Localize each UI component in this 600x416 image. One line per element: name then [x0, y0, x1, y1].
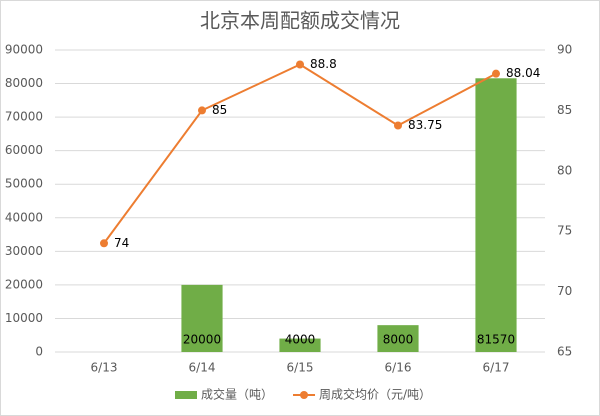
bar	[377, 325, 419, 352]
line-value-label: 74	[114, 236, 129, 250]
line-value-label: 88.04	[506, 66, 540, 80]
bar-value-label: 81570	[477, 333, 515, 347]
line-value-label: 83.75	[408, 118, 442, 132]
line-marker	[296, 60, 304, 69]
y2-tick-label: 80	[557, 163, 572, 177]
line-marker	[198, 106, 206, 115]
legend-swatch	[175, 391, 197, 399]
line-marker	[492, 69, 500, 78]
y2-tick-label: 85	[557, 103, 572, 117]
x-tick-label: 6/15	[287, 361, 314, 375]
bar	[181, 284, 223, 352]
line-value-label: 88.8	[310, 57, 337, 71]
legend-label: 成交量（吨）	[201, 387, 273, 402]
bar-value-label: 8000	[383, 333, 414, 347]
line-marker	[100, 239, 108, 248]
legend-label: 周成交均价（元/吨）	[319, 387, 431, 402]
bar	[475, 78, 517, 353]
bar-value-label: 4000	[285, 333, 316, 347]
y-tick-label: 60000	[5, 143, 43, 157]
line-marker	[394, 121, 402, 130]
bar	[279, 338, 321, 352]
y-tick-label: 80000	[5, 76, 43, 90]
y-tick-label: 40000	[5, 210, 43, 224]
y-tick-label: 30000	[5, 244, 43, 258]
y2-tick-label: 70	[557, 284, 572, 298]
y-tick-label: 0	[35, 345, 43, 359]
chart-title: 北京本周配额成交情况	[200, 9, 400, 33]
x-tick-label: 6/16	[385, 361, 412, 375]
y-tick-label: 20000	[5, 277, 43, 291]
bar-value-label: 20000	[183, 333, 221, 347]
legend-swatch-marker	[300, 391, 309, 399]
x-tick-label: 6/14	[189, 361, 216, 375]
y2-tick-label: 65	[557, 345, 572, 359]
y2-tick-label: 90	[557, 43, 572, 57]
y2-tick-label: 75	[557, 224, 572, 238]
x-tick-label: 6/17	[483, 361, 510, 375]
y-tick-label: 10000	[5, 311, 43, 325]
x-tick-label: 6/13	[91, 361, 118, 375]
line-value-label: 85	[212, 103, 227, 117]
y-tick-label: 70000	[5, 110, 43, 124]
y-tick-label: 90000	[5, 43, 43, 57]
y-tick-label: 50000	[5, 177, 43, 191]
